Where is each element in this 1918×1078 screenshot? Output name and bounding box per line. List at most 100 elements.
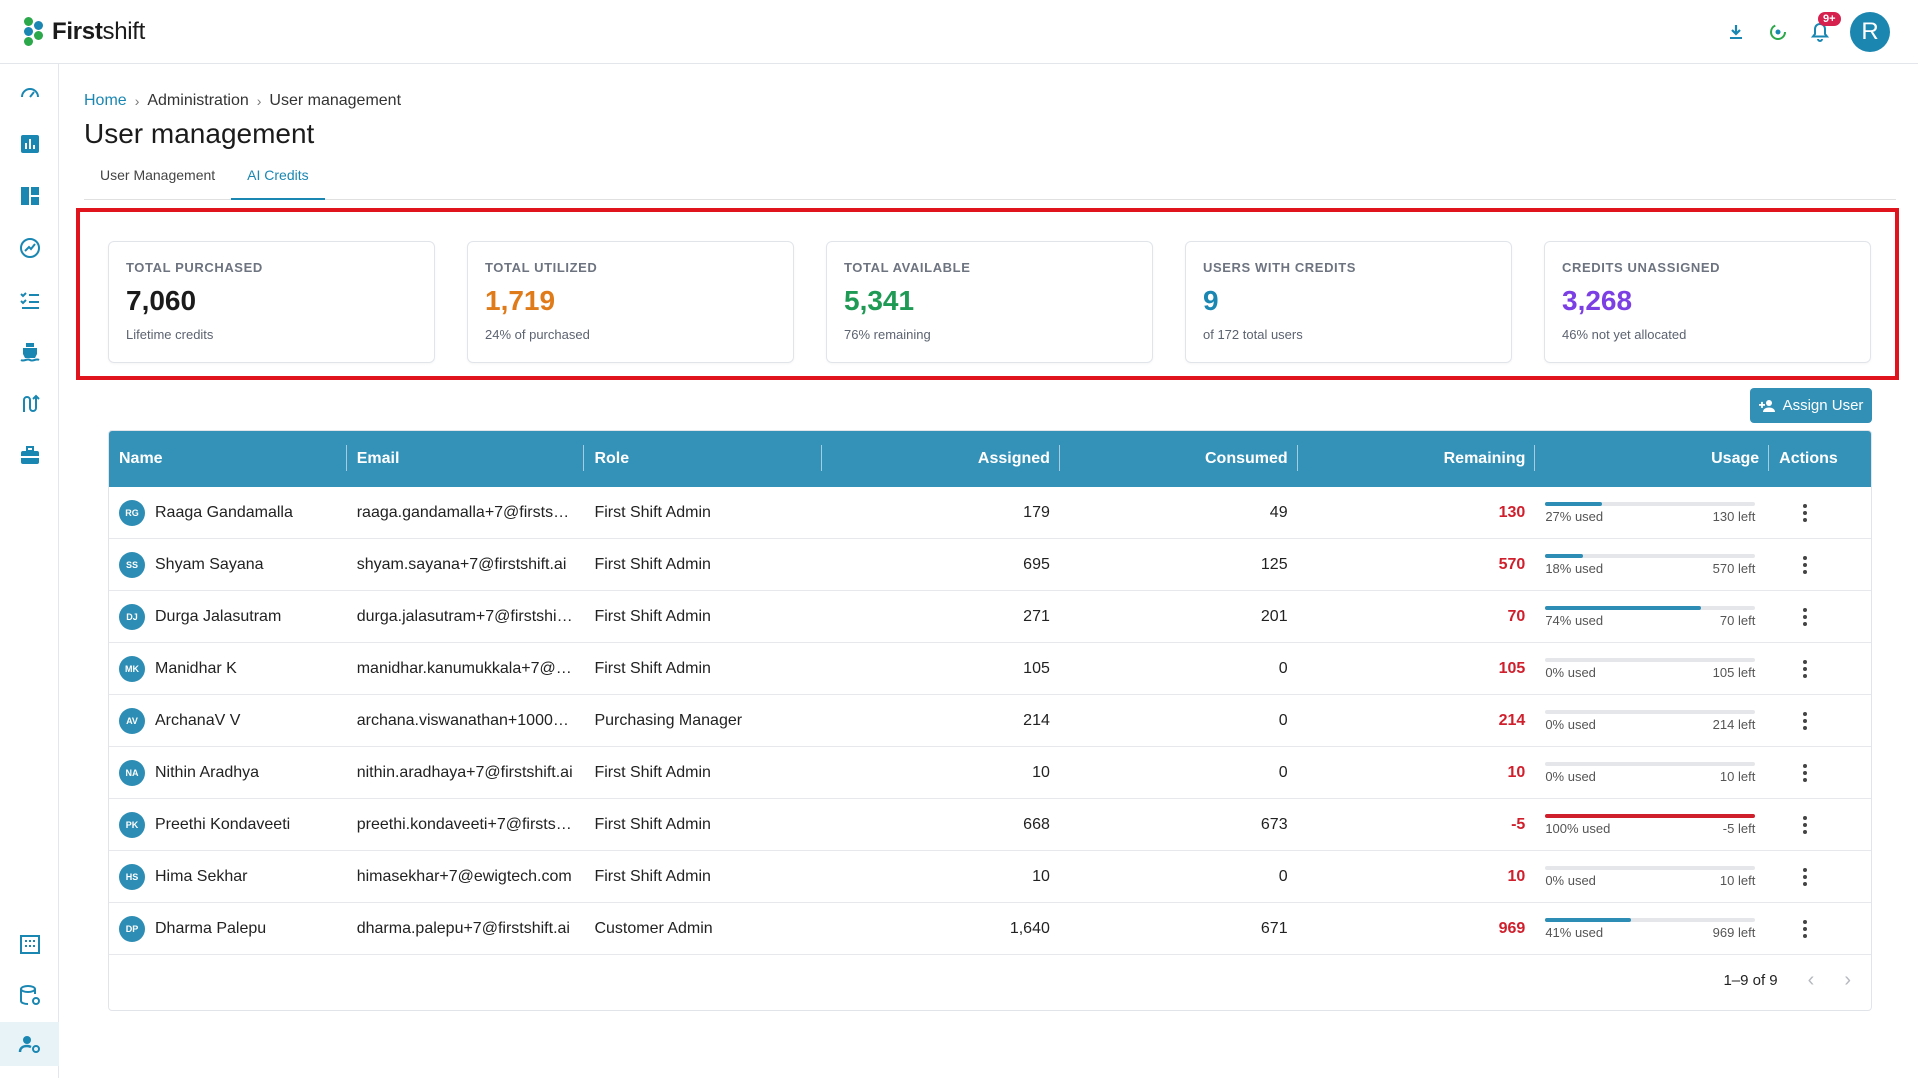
more-actions-icon[interactable] bbox=[1803, 763, 1807, 782]
logo-icon bbox=[22, 17, 46, 47]
next-page-button[interactable]: › bbox=[1844, 969, 1851, 991]
column-header-usage[interactable]: Usage bbox=[1535, 431, 1769, 487]
user-email: raaga.gandamalla+7@firsts… bbox=[356, 503, 570, 521]
logo-text: Firstshift bbox=[52, 18, 146, 45]
usage-bar-fill bbox=[1545, 917, 1632, 922]
cell-usage: 0% used 214 left bbox=[1535, 695, 1769, 746]
tab-ai-credits[interactable]: AI Credits bbox=[231, 160, 325, 200]
cell-assigned: 668 bbox=[1023, 815, 1050, 833]
breadcrumb-current: User management bbox=[269, 92, 402, 109]
cell-actions bbox=[1769, 539, 1871, 590]
table-row[interactable]: SS Shyam Sayana shyam.sayana+7@firstshift.… bbox=[109, 539, 1871, 591]
table-row[interactable]: HS Hima Sekhar himasekhar+7@ewigtech.com Fi… bbox=[109, 851, 1871, 903]
cell-usage: 0% used 105 left bbox=[1535, 643, 1769, 694]
more-actions-icon[interactable] bbox=[1803, 659, 1807, 678]
column-header-consumed[interactable]: Consumed bbox=[1060, 431, 1298, 487]
card-label: USERS WITH CREDITS bbox=[1203, 260, 1357, 275]
column-header-role[interactable]: Role bbox=[584, 431, 822, 487]
cell-usage: 100% used -5 left bbox=[1535, 799, 1769, 850]
table-row[interactable]: PK Preethi Kondaveeti preethi.kondaveeti+7… bbox=[109, 799, 1871, 851]
sidebar-item-reports[interactable] bbox=[0, 122, 59, 166]
sidebar-item-shipping[interactable] bbox=[0, 330, 59, 374]
cell-actions bbox=[1769, 851, 1871, 902]
user-email: dharma.palepu+7@firstshift.ai bbox=[356, 919, 570, 937]
cell-consumed: 125 bbox=[1260, 555, 1288, 573]
cell-consumed: 0 bbox=[1278, 867, 1288, 885]
more-actions-icon[interactable] bbox=[1803, 711, 1807, 730]
bar-chart-icon bbox=[20, 135, 39, 153]
usage-percent-label: 100% used bbox=[1545, 820, 1611, 836]
user-avatar[interactable]: R bbox=[1850, 12, 1890, 52]
cell-name: HS Hima Sekhar bbox=[109, 851, 347, 902]
table-row[interactable]: NA Nithin Aradhya nithin.aradhaya+7@firsts… bbox=[109, 747, 1871, 799]
table-row[interactable]: DJ Durga Jalasutram durga.jalasutram+7@fir… bbox=[109, 591, 1871, 643]
column-header-name[interactable]: Name bbox=[109, 431, 347, 487]
table-header: Name Email Role Assigned Consumed Remain… bbox=[109, 431, 1871, 487]
column-header-assigned[interactable]: Assigned bbox=[822, 431, 1060, 487]
cell-actions bbox=[1769, 799, 1871, 850]
breadcrumb-administration[interactable]: Administration bbox=[147, 92, 249, 109]
user-initials-avatar: DP bbox=[119, 915, 145, 942]
cell-role: First Shift Admin bbox=[594, 867, 711, 885]
trend-icon bbox=[19, 238, 40, 258]
cell-email: preethi.kondaveeti+7@firsts… bbox=[347, 799, 585, 850]
user-initials-avatar: HS bbox=[119, 863, 145, 890]
download-icon[interactable] bbox=[1724, 20, 1748, 44]
user-initials-avatar: RG bbox=[119, 499, 145, 526]
more-actions-icon[interactable] bbox=[1803, 867, 1807, 886]
card-label: CREDITS UNASSIGNED bbox=[1562, 260, 1721, 275]
notification-bell-icon[interactable]: 9+ bbox=[1808, 12, 1841, 44]
breadcrumb-home-link[interactable]: Home bbox=[84, 92, 127, 109]
app-logo[interactable]: Firstshift bbox=[22, 16, 145, 48]
more-actions-icon[interactable] bbox=[1803, 607, 1807, 626]
usage-percent-label: 27% used bbox=[1545, 508, 1604, 524]
sidebar-item-dashboard[interactable] bbox=[0, 70, 59, 114]
speedometer-icon bbox=[20, 88, 39, 98]
tab-user-management[interactable]: User Management bbox=[100, 167, 216, 183]
assign-user-button[interactable]: Assign User bbox=[1750, 388, 1872, 423]
sidebar-item-routes[interactable] bbox=[0, 382, 59, 426]
card-subtext: 24% of purchased bbox=[485, 327, 590, 342]
table-row[interactable]: MK Manidhar K manidhar.kanumukkala+7@f… Fir… bbox=[109, 643, 1871, 695]
route-icon bbox=[22, 394, 40, 412]
cell-assigned: 179 bbox=[1023, 503, 1050, 521]
sidebar-item-user-settings[interactable] bbox=[0, 1022, 59, 1066]
card-subtext: Lifetime credits bbox=[126, 327, 214, 342]
sidebar-item-business[interactable] bbox=[0, 434, 59, 478]
breadcrumb: Home › Administration › User management bbox=[84, 92, 401, 110]
user-email: himasekhar+7@ewigtech.com bbox=[356, 867, 572, 885]
highlight-box bbox=[76, 208, 1899, 380]
table-row[interactable]: DP Dharma Palepu dharma.palepu+7@firstshif… bbox=[109, 903, 1871, 955]
sidebar-item-organization[interactable] bbox=[0, 922, 59, 966]
more-actions-icon[interactable] bbox=[1803, 503, 1807, 522]
column-header-remaining[interactable]: Remaining bbox=[1298, 431, 1536, 487]
sync-icon[interactable] bbox=[1766, 20, 1790, 44]
user-settings-icon bbox=[18, 1036, 40, 1053]
sidebar-item-tasks[interactable] bbox=[0, 278, 59, 322]
more-actions-icon[interactable] bbox=[1803, 919, 1807, 938]
cell-name: DP Dharma Palepu bbox=[109, 903, 347, 954]
previous-page-button[interactable]: ‹ bbox=[1807, 969, 1815, 991]
more-actions-icon[interactable] bbox=[1803, 555, 1807, 574]
usage-percent-label: 0% used bbox=[1545, 872, 1596, 888]
cell-consumed: 671 bbox=[1260, 919, 1288, 937]
user-name: Durga Jalasutram bbox=[155, 607, 282, 625]
usage-bar-track bbox=[1545, 761, 1756, 766]
cell-usage: 0% used 10 left bbox=[1535, 747, 1769, 798]
database-settings-icon bbox=[19, 985, 40, 1005]
cell-role: First Shift Admin bbox=[594, 607, 711, 625]
table-row[interactable]: AV ArchanaV V archana.viswanathan+1000… Pur… bbox=[109, 695, 1871, 747]
user-email: nithin.aradhaya+7@firstshift.ai bbox=[356, 763, 573, 781]
sidebar-item-layout[interactable] bbox=[0, 174, 59, 218]
sidebar-item-data-settings[interactable] bbox=[0, 974, 59, 1018]
column-header-email[interactable]: Email bbox=[347, 431, 585, 487]
cell-name: DJ Durga Jalasutram bbox=[109, 591, 347, 642]
sidebar-item-trends[interactable] bbox=[0, 226, 59, 270]
usage-left-label: 570 left bbox=[1712, 560, 1756, 576]
more-actions-icon[interactable] bbox=[1803, 815, 1807, 834]
cell-email: raaga.gandamalla+7@firsts… bbox=[347, 487, 585, 538]
cell-consumed: 201 bbox=[1260, 607, 1288, 625]
cell-remaining: 130 bbox=[1498, 503, 1526, 521]
table-row[interactable]: RG Raaga Gandamalla raaga.gandamalla+7@fir… bbox=[109, 487, 1871, 539]
user-name: Preethi Kondaveeti bbox=[155, 815, 291, 833]
